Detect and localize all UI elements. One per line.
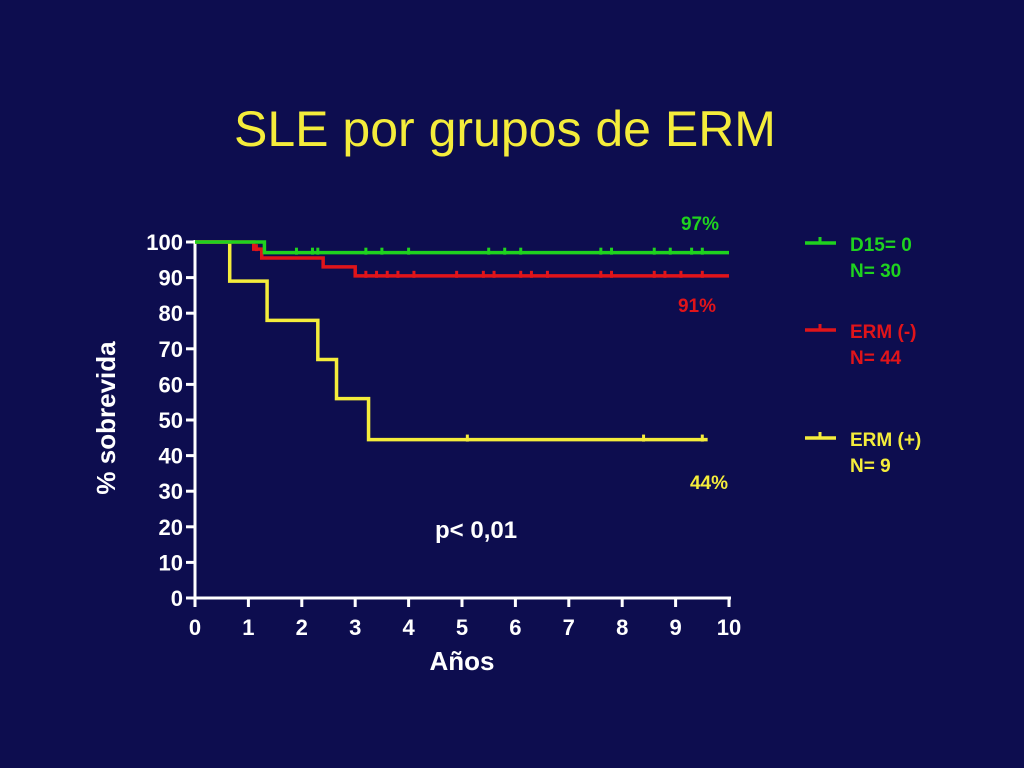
series-2 xyxy=(195,240,708,442)
legend-label: N= 44 xyxy=(850,348,902,369)
legend-item-0: D15= 0 N= 30 xyxy=(805,235,912,282)
x-tick-label: 0 xyxy=(189,615,201,640)
y-tick-label: 20 xyxy=(159,515,183,540)
x-tick-label: 8 xyxy=(616,615,628,640)
legend: D15= 0 N= 30 ERM (-) N= 44 ERM (+) N= 9 xyxy=(805,235,921,477)
end-label: 91% xyxy=(678,296,716,317)
series-1 xyxy=(195,240,729,278)
survival-curve xyxy=(195,240,729,278)
y-tick-label: 30 xyxy=(159,479,183,504)
end-label: 44% xyxy=(690,473,728,494)
x-tick-label: 1 xyxy=(242,615,254,640)
x-tick-label: 10 xyxy=(717,615,741,640)
survival-curve xyxy=(195,240,708,442)
series-0 xyxy=(195,240,729,255)
x-tick-label: 4 xyxy=(402,615,415,640)
legend-label: ERM (+) xyxy=(850,430,921,451)
x-axis-label: Años xyxy=(430,646,495,676)
y-tick-label: 80 xyxy=(159,301,183,326)
y-tick-label: 50 xyxy=(159,408,183,433)
legend-item-2: ERM (+) N= 9 xyxy=(805,430,921,477)
legend-label: D15= 0 xyxy=(850,235,912,256)
x-tick-label: 2 xyxy=(296,615,308,640)
x-tick-label: 6 xyxy=(509,615,521,640)
survival-curve xyxy=(195,240,729,255)
y-axis-label: % sobrevida xyxy=(91,341,121,495)
p-value-annotation: p< 0,01 xyxy=(435,517,517,544)
x-tick-label: 3 xyxy=(349,615,361,640)
x-tick-label: 7 xyxy=(563,615,575,640)
y-tick-label: 100 xyxy=(146,230,183,255)
y-tick-label: 70 xyxy=(159,337,183,362)
y-tick-label: 0 xyxy=(171,586,183,611)
y-tick-label: 60 xyxy=(159,372,183,397)
slide-title: SLE por grupos de ERM xyxy=(234,101,776,157)
legend-label: ERM (-) xyxy=(850,322,916,343)
legend-label: N= 9 xyxy=(850,456,891,477)
y-tick-label: 40 xyxy=(159,444,183,469)
x-tick-label: 9 xyxy=(669,615,681,640)
labels-layer: Años % sobrevida p< 0,01 97% 91% 44% xyxy=(91,214,728,676)
axes: 0 10 20 30 40 50 60 70 80 90 100 0 1 2 3 4 5 6 7 8 9 10 xyxy=(146,230,741,640)
legend-label: N= 30 xyxy=(850,261,901,282)
y-tick-label: 10 xyxy=(159,550,183,575)
series-layer xyxy=(195,240,729,442)
y-tick-label: 90 xyxy=(159,266,183,291)
end-label: 97% xyxy=(681,214,719,235)
legend-item-1: ERM (-) N= 44 xyxy=(805,322,916,369)
x-tick-label: 5 xyxy=(456,615,468,640)
